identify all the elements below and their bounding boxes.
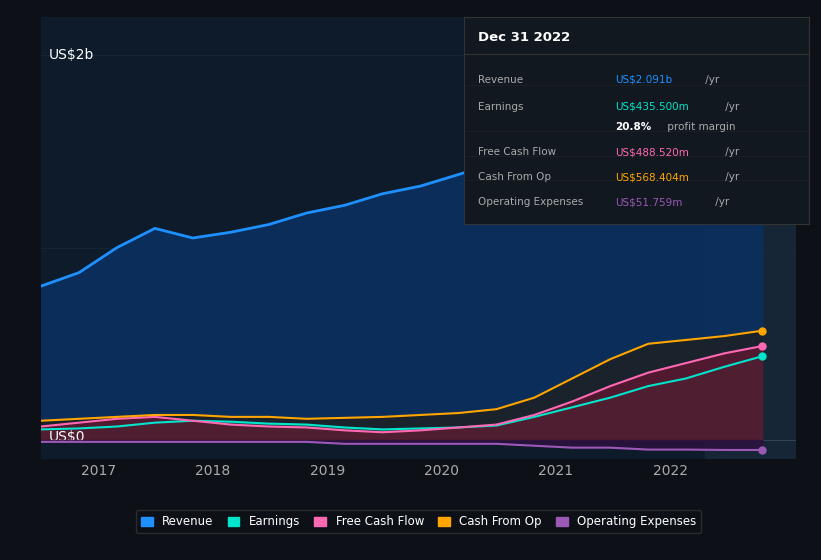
Text: US$51.759m: US$51.759m (616, 197, 683, 207)
Text: US$2b: US$2b (48, 48, 94, 62)
Text: /yr: /yr (703, 75, 720, 85)
Text: 20.8%: 20.8% (616, 123, 652, 133)
Text: Cash From Op: Cash From Op (478, 172, 551, 182)
Text: Dec 31 2022: Dec 31 2022 (478, 31, 570, 44)
Text: Operating Expenses: Operating Expenses (478, 197, 583, 207)
Text: /yr: /yr (722, 147, 739, 157)
Text: /yr: /yr (722, 102, 739, 112)
Text: Revenue: Revenue (478, 75, 523, 85)
Text: US$488.520m: US$488.520m (616, 147, 690, 157)
Text: US$568.404m: US$568.404m (616, 172, 690, 182)
Text: Free Cash Flow: Free Cash Flow (478, 147, 556, 157)
Text: US$0: US$0 (48, 430, 85, 444)
Text: US$435.500m: US$435.500m (616, 102, 690, 112)
Legend: Revenue, Earnings, Free Cash Flow, Cash From Op, Operating Expenses: Revenue, Earnings, Free Cash Flow, Cash … (136, 511, 701, 533)
Text: /yr: /yr (712, 197, 729, 207)
Text: profit margin: profit margin (664, 123, 736, 133)
Text: /yr: /yr (722, 172, 739, 182)
Text: US$2.091b: US$2.091b (616, 75, 672, 85)
Text: Earnings: Earnings (478, 102, 523, 112)
Bar (704, 17, 796, 459)
